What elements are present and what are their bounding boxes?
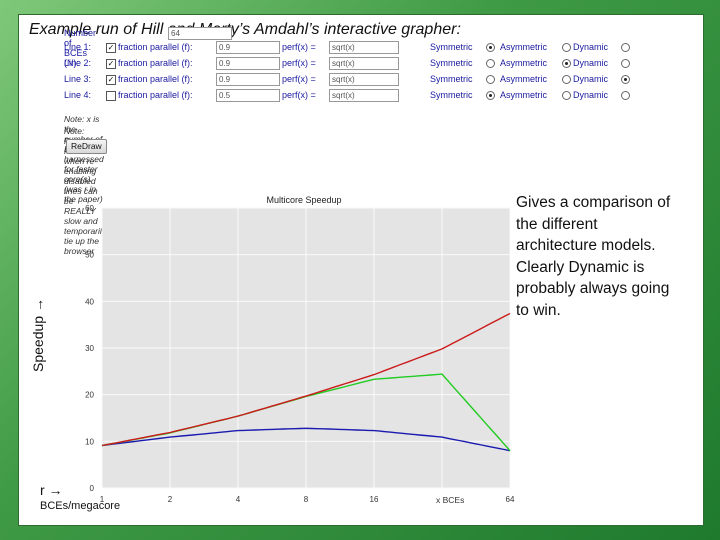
x-axis-label: x BCEs <box>436 495 464 505</box>
grid <box>101 207 511 489</box>
fraction-input[interactable]: 0.9 <box>216 57 280 70</box>
slide-title: Example run of Hill and Marty’s Amdahl’s… <box>29 21 461 38</box>
option-asymmetric-label: Asymmetric <box>500 90 547 100</box>
option-dynamic-radio[interactable] <box>621 91 630 100</box>
y-tick-labels: 0 10 20 30 40 50 60 <box>85 204 94 493</box>
option-symmetric-radio[interactable] <box>486 59 495 68</box>
fraction-label: fraction parallel (f): <box>118 74 193 84</box>
x-tick-label: 64 <box>506 495 515 504</box>
y-tick-label: 40 <box>85 297 94 306</box>
option-dynamic-label: Dynamic <box>573 58 609 68</box>
x-tick-label: 8 <box>304 495 309 504</box>
option-dynamic-radio[interactable] <box>621 43 630 52</box>
y-tick-label: 10 <box>85 437 94 446</box>
line-label: Line 3: <box>64 74 92 84</box>
x-tick-label: 2 <box>168 495 173 504</box>
perf-label: perf(x) = <box>282 42 316 52</box>
speedup-axis-label: Speedup → <box>30 298 46 372</box>
fraction-label: fraction parallel (f): <box>118 90 193 100</box>
r-label: r → <box>40 482 63 498</box>
option-dynamic-radio[interactable] <box>621 59 630 68</box>
option-dynamic-label: Dynamic <box>573 90 609 100</box>
x-tick-label: 1 <box>100 495 105 504</box>
line-label: Line 1: <box>64 42 92 52</box>
line-label: Line 4: <box>64 90 92 100</box>
line-enable-checkbox[interactable]: ✓ <box>106 59 116 69</box>
speedup-chart: Multicore Speedup 0 10 20 30 40 50 60 1 2 4 8 16 64… <box>85 195 515 505</box>
option-symmetric-radio[interactable] <box>486 43 495 52</box>
fraction-label: fraction parallel (f): <box>118 58 193 68</box>
option-asymmetric-label: Asymmetric <box>500 74 547 84</box>
chart-title: Multicore Speedup <box>266 195 341 205</box>
y-tick-label: 0 <box>90 484 95 493</box>
fraction-label: fraction parallel (f): <box>118 42 193 52</box>
perf-label: perf(x) = <box>282 90 316 100</box>
x-tick-label: 16 <box>370 495 379 504</box>
series-line-1 <box>101 427 511 452</box>
x-tick-labels: 1 2 4 8 16 64 <box>100 495 515 504</box>
x-tick-label: 4 <box>236 495 241 504</box>
line-label: Line 2: <box>64 58 92 68</box>
option-dynamic-label: Dynamic <box>573 42 609 52</box>
y-tick-label: 50 <box>85 251 94 260</box>
line-enable-checkbox[interactable]: ✓ <box>106 75 116 85</box>
perf-input[interactable]: sqrt(x) <box>329 57 399 70</box>
perf-input[interactable]: sqrt(x) <box>329 41 399 54</box>
option-asymmetric-label: Asymmetric <box>500 42 547 52</box>
n-input[interactable]: 64 <box>168 27 232 40</box>
line-enable-checkbox[interactable] <box>106 91 116 101</box>
option-asymmetric-radio[interactable] <box>562 59 571 68</box>
perf-input[interactable]: sqrt(x) <box>329 89 399 102</box>
series-line-3 <box>101 312 511 447</box>
option-symmetric-label: Symmetric <box>430 42 473 52</box>
option-dynamic-label: Dynamic <box>573 74 609 84</box>
n-label: Number of BCEs (N): <box>64 28 97 68</box>
option-symmetric-label: Symmetric <box>430 90 473 100</box>
perf-label: perf(x) = <box>282 74 316 84</box>
option-asymmetric-radio[interactable] <box>562 43 571 52</box>
fraction-input[interactable]: 0.9 <box>216 41 280 54</box>
y-tick-label: 20 <box>85 391 94 400</box>
bce-megacore-label: BCEs/megacore <box>40 500 121 512</box>
y-tick-label: 30 <box>85 344 94 353</box>
line-enable-checkbox[interactable]: ✓ <box>106 43 116 53</box>
option-dynamic-radio[interactable] <box>621 75 630 84</box>
option-asymmetric-radio[interactable] <box>562 91 571 100</box>
perf-input[interactable]: sqrt(x) <box>329 73 399 86</box>
explanation-text: Gives a comparison of the different arch… <box>516 194 671 319</box>
redraw-button[interactable]: ReDraw <box>66 139 107 154</box>
option-asymmetric-label: Asymmetric <box>500 58 547 68</box>
y-tick-label: 60 <box>85 204 94 213</box>
option-symmetric-label: Symmetric <box>430 58 473 68</box>
option-symmetric-radio[interactable] <box>486 91 495 100</box>
option-asymmetric-radio[interactable] <box>562 75 571 84</box>
perf-label: perf(x) = <box>282 58 316 68</box>
fraction-input[interactable]: 0.9 <box>216 73 280 86</box>
series-lines <box>101 312 511 452</box>
option-symmetric-radio[interactable] <box>486 75 495 84</box>
option-symmetric-label: Symmetric <box>430 74 473 84</box>
fraction-input[interactable]: 0.5 <box>216 89 280 102</box>
